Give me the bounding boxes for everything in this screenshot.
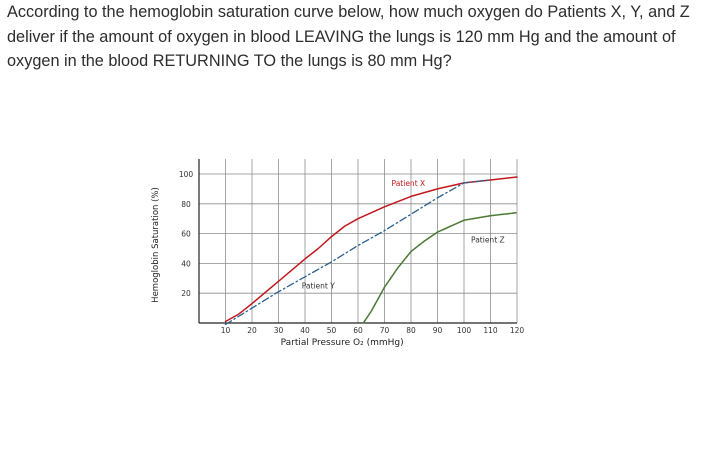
- x-tick-label: 110: [483, 326, 498, 335]
- x-tick-label: 80: [406, 326, 416, 335]
- x-tick-label: 60: [353, 326, 363, 335]
- question-text: According to the hemoglobin saturation c…: [7, 3, 690, 70]
- x-tick-label: 120: [510, 326, 525, 335]
- y-tick-label: 80: [181, 200, 191, 209]
- series-annotation: Patient Y: [302, 282, 335, 291]
- x-tick-label: 90: [433, 326, 443, 335]
- x-tick-label: 50: [327, 326, 337, 335]
- series-line-patient-y: [224, 179, 492, 326]
- series-line-patient-z: [362, 211, 518, 324]
- x-tick-label: 40: [300, 326, 310, 335]
- y-tick-label: 20: [181, 289, 191, 298]
- x-tick-label: 100: [457, 326, 472, 335]
- y-tick-label: 40: [181, 259, 191, 268]
- y-axis-label: Hemoglobin Saturation (%): [151, 187, 161, 303]
- series-line-patient-x: [224, 176, 518, 323]
- x-tick-label: 20: [247, 326, 257, 335]
- x-axis-label: Partial Pressure O₂ (mmHg): [281, 338, 404, 348]
- series-annotation: Patient Z: [471, 236, 505, 245]
- x-tick-label: 70: [380, 326, 390, 335]
- y-tick-label: 60: [181, 230, 191, 239]
- series-annotation: Patient X: [392, 179, 426, 188]
- x-tick-label: 30: [274, 326, 284, 335]
- x-tick-label: 10: [221, 326, 231, 335]
- y-tick-label: 100: [179, 170, 194, 179]
